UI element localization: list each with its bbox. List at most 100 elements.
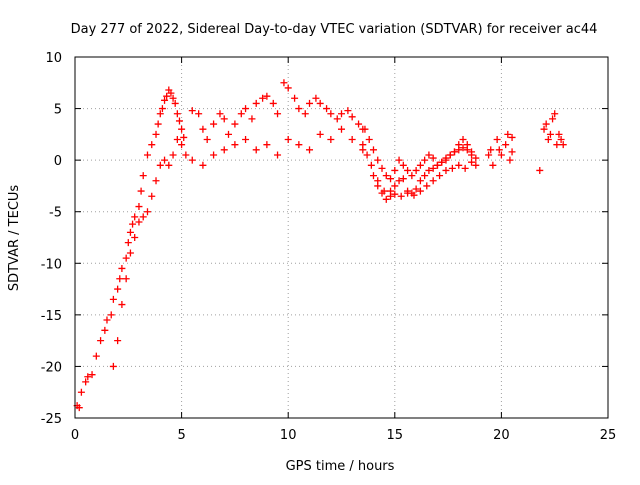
data-point: [180, 133, 188, 141]
data-point: [472, 161, 480, 169]
y-tick-label: -25: [41, 412, 62, 427]
data-point: [425, 151, 433, 159]
data-point: [167, 89, 175, 97]
data-point: [124, 239, 132, 247]
data-point: [161, 156, 169, 164]
data-point: [173, 110, 181, 118]
data-point: [327, 136, 335, 144]
data-point: [88, 371, 96, 379]
data-point: [143, 151, 151, 159]
data-point: [152, 177, 160, 185]
data-point: [508, 133, 516, 141]
data-point: [459, 144, 467, 152]
data-point: [148, 192, 156, 200]
data-point: [408, 172, 416, 180]
data-point: [380, 187, 388, 195]
data-point: [210, 120, 218, 128]
data-point: [178, 125, 186, 133]
data-point: [416, 161, 424, 169]
data-point: [387, 192, 395, 200]
series-plateau-lower: [188, 125, 367, 169]
data-point: [156, 110, 164, 118]
data-point: [493, 136, 501, 144]
data-point: [109, 362, 117, 370]
data-point: [274, 151, 282, 159]
x-tick-label: 0: [71, 428, 79, 443]
data-point: [429, 177, 437, 185]
data-point: [97, 337, 105, 345]
x-tick-label: 20: [493, 428, 510, 443]
data-point: [355, 120, 363, 128]
data-point: [497, 151, 505, 159]
data-point: [114, 285, 122, 293]
data-point: [429, 154, 437, 162]
data-point: [369, 146, 377, 154]
x-tick-label: 10: [280, 428, 297, 443]
data-point: [559, 141, 567, 149]
data-point: [416, 187, 424, 195]
data-point: [148, 141, 156, 149]
data-point: [312, 94, 320, 102]
data-point: [152, 130, 160, 138]
data-point: [551, 110, 559, 118]
data-point: [489, 161, 497, 169]
series-dip-upper: [361, 125, 480, 183]
data-point: [154, 120, 162, 128]
data-point: [118, 264, 126, 272]
data-point: [75, 404, 83, 412]
data-point: [421, 156, 429, 164]
data-point: [487, 146, 495, 154]
data-point: [231, 141, 239, 149]
data-point: [382, 195, 390, 203]
data-point: [546, 130, 554, 138]
y-tick-label: 0: [54, 154, 62, 169]
data-point: [542, 120, 550, 128]
data-point: [122, 275, 130, 283]
data-point: [459, 136, 467, 144]
data-point: [506, 156, 514, 164]
data-point: [544, 136, 552, 144]
data-point: [199, 125, 207, 133]
data-point: [555, 130, 563, 138]
data-point: [139, 172, 147, 180]
data-point: [468, 151, 476, 159]
data-point: [263, 92, 271, 100]
data-point: [316, 130, 324, 138]
data-point: [291, 94, 299, 102]
data-point: [242, 105, 250, 113]
data-point: [126, 228, 134, 236]
data-point: [348, 113, 356, 121]
data-point: [348, 136, 356, 144]
data-point: [143, 208, 151, 216]
data-point: [126, 249, 134, 257]
data-point: [171, 99, 179, 107]
data-point: [333, 115, 341, 123]
data-point: [129, 220, 137, 228]
data-point: [504, 130, 512, 138]
data-point: [485, 151, 493, 159]
data-point: [367, 161, 375, 169]
data-point: [338, 110, 345, 118]
data-point: [203, 136, 211, 144]
data-point: [421, 172, 429, 180]
data-point: [280, 79, 288, 87]
data-point: [182, 151, 190, 159]
data-point: [109, 295, 117, 303]
data-point: [284, 136, 292, 144]
data-point: [199, 161, 207, 169]
data-point: [169, 94, 177, 102]
x-tick-label: 25: [600, 428, 617, 443]
data-point: [84, 373, 92, 381]
data-point: [216, 110, 224, 118]
data-point: [252, 99, 260, 107]
data-point: [175, 117, 183, 125]
data-point: [395, 156, 403, 164]
data-point: [433, 161, 441, 169]
data-point: [429, 164, 437, 172]
y-tick-label: -5: [49, 206, 62, 221]
data-point: [77, 388, 85, 396]
x-tick-label: 5: [177, 428, 185, 443]
data-point: [173, 136, 181, 144]
y-tick-label: -10: [41, 257, 62, 272]
